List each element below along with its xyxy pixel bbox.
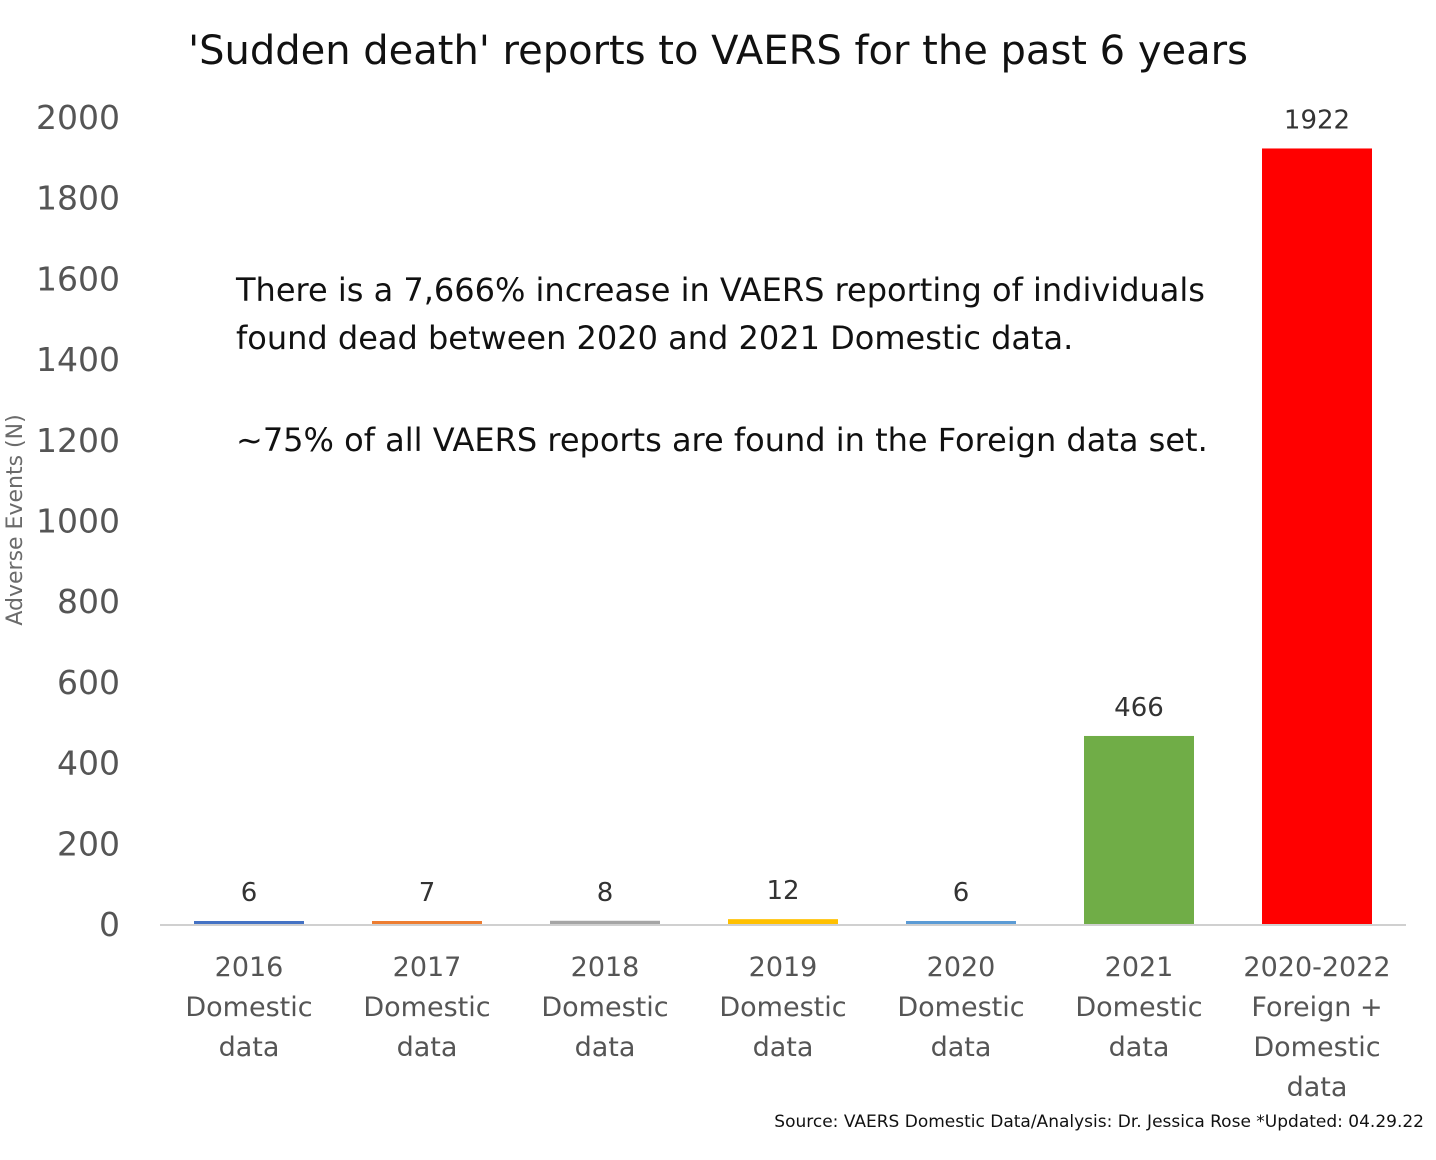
x-tick-label: Domestic — [719, 992, 846, 1023]
x-tick-label: Domestic — [897, 992, 1024, 1023]
y-axis-label: Adverse Events (N) — [3, 414, 28, 625]
y-tick-label: 800 — [57, 582, 120, 621]
x-tick-label: 2020 — [927, 952, 996, 983]
x-tick-label: 2017 — [393, 952, 462, 983]
data-label: 6 — [953, 878, 970, 908]
bars — [194, 148, 1372, 924]
bar — [1084, 735, 1194, 924]
bar — [372, 921, 482, 924]
x-axis: 2016 Domestic data 2017 Domestic data 2018 Dome… — [160, 924, 1406, 1103]
data-label: 6 — [241, 878, 258, 908]
chart-title: 'Sudden death' reports to VAERS for the … — [188, 28, 1248, 74]
data-label: 12 — [766, 876, 799, 906]
chart-annotation: There is a 7,666% increase in VAERS repo… — [236, 266, 1276, 464]
data-label: 7 — [419, 878, 436, 908]
bar — [550, 920, 660, 924]
x-tick-label: 2016 — [215, 952, 284, 983]
y-axis: 0 200 400 600 800 1000 1200 1400 1600 1800 2000 — [36, 98, 120, 944]
x-tick-label: 2019 — [749, 952, 818, 983]
data-labels: 6 7 8 12 6 466 1922 — [241, 105, 1350, 908]
x-tick-label: 2018 — [571, 952, 640, 983]
x-tick-label: data — [219, 1032, 280, 1063]
bar — [194, 921, 304, 924]
x-tick-label: data — [575, 1032, 636, 1063]
x-tick-label: Domestic — [185, 992, 312, 1023]
data-label: 466 — [1114, 693, 1164, 723]
y-tick-label: 600 — [57, 663, 120, 702]
x-tick-label: data — [1287, 1072, 1348, 1103]
data-label: 1922 — [1284, 105, 1350, 135]
x-tick-label: Foreign + — [1251, 992, 1382, 1023]
x-tick-label: Domestic — [363, 992, 490, 1023]
y-tick-label: 1800 — [36, 179, 120, 218]
annotation-foreign: ~75% of all VAERS reports are found in t… — [236, 421, 1208, 459]
x-tick-label: data — [397, 1032, 458, 1063]
x-tick-label: Domestic — [1253, 1032, 1380, 1063]
x-tick-label: data — [753, 1032, 814, 1063]
y-tick-label: 200 — [57, 824, 120, 863]
y-tick-label: 1600 — [36, 259, 120, 298]
annotation-increase: There is a 7,666% increase in VAERS repo… — [236, 271, 1205, 357]
bar — [1262, 148, 1372, 924]
y-tick-label: 0 — [99, 905, 120, 944]
x-tick-label: 2021 — [1105, 952, 1174, 983]
y-tick-label: 2000 — [36, 98, 120, 137]
x-tick-label: Domestic — [1075, 992, 1202, 1023]
y-tick-label: 1000 — [36, 502, 120, 541]
bar — [728, 919, 838, 924]
y-tick-label: 1400 — [36, 340, 120, 379]
bar — [906, 921, 1016, 924]
x-tick-label: Domestic — [541, 992, 668, 1023]
x-tick-label: data — [931, 1032, 992, 1063]
y-tick-label: 1200 — [36, 421, 120, 460]
x-tick-label: data — [1109, 1032, 1170, 1063]
data-label: 8 — [597, 878, 614, 908]
source-note: Source: VAERS Domestic Data/Analysis: Dr… — [774, 1112, 1424, 1132]
x-tick-label: 2020-2022 — [1243, 952, 1390, 983]
y-tick-label: 400 — [57, 744, 120, 783]
